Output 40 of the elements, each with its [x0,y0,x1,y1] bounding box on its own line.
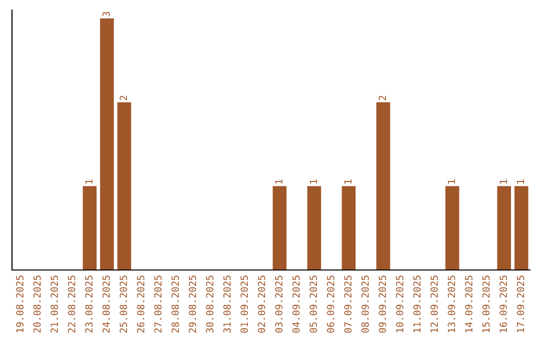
x-tick-label: 31.08.2025 [223,276,231,333]
x-tick-label: 26.08.2025 [136,276,144,333]
data-label: 2 [120,96,127,100]
data-label: 1 [516,180,524,184]
data-label: 3 [102,12,110,16]
x-tick-label: 28.08.2025 [172,276,179,333]
x-tick-label: 16.09.2025 [500,276,507,332]
x-tick-label: 12.09.2025 [430,276,438,332]
x-tick-label: 01.09.2025 [240,276,248,333]
x-tick-label: 22.08.2025 [68,276,76,333]
x-tick-label: 15.09.2025 [482,276,490,332]
x-tick-label: 10.09.2025 [396,276,404,332]
data-label: 2 [378,96,386,100]
data-label: 1 [275,180,282,184]
x-tick-label: 19.08.2025 [16,276,24,332]
data-label: 1 [85,180,92,184]
x-tick-label: 14.09.2025 [465,276,472,332]
x-tick-label: 03.09.2025 [275,276,282,333]
data-label: 1 [344,180,352,184]
x-tick-label: 24.08.2025 [102,276,110,333]
x-tick-label: 20.08.2025 [33,276,41,333]
x-tick-label: 25.08.2025 [120,276,128,333]
x-tick-label: 09.09.2025 [378,276,386,333]
x-tick-label: 17.09.2025 [516,276,524,332]
x-tick-label: 07.09.2025 [344,276,352,333]
x-tick-label: 13.09.2025 [448,276,456,332]
x-tick-label: 02.09.2025 [258,276,266,333]
x-tick-label: 08.09.2025 [361,276,369,333]
x-tick-label: 06.09.2025 [326,276,334,333]
x-tick-label: 27.08.2025 [154,276,162,333]
data-label: 1 [448,180,456,184]
x-tick-label: 23.08.2025 [85,276,93,333]
x-tick-label: 30.08.2025 [206,276,214,333]
x-tick-label: 21.08.2025 [50,276,58,333]
x-tick-label: 11.09.2025 [413,276,421,332]
data-label: 1 [310,180,317,184]
x-tick-label: 05.09.2025 [310,276,318,333]
x-tick-label: 29.08.2025 [188,276,196,333]
x-tick-label: 04.09.2025 [292,276,300,333]
data-label: 1 [500,180,507,184]
